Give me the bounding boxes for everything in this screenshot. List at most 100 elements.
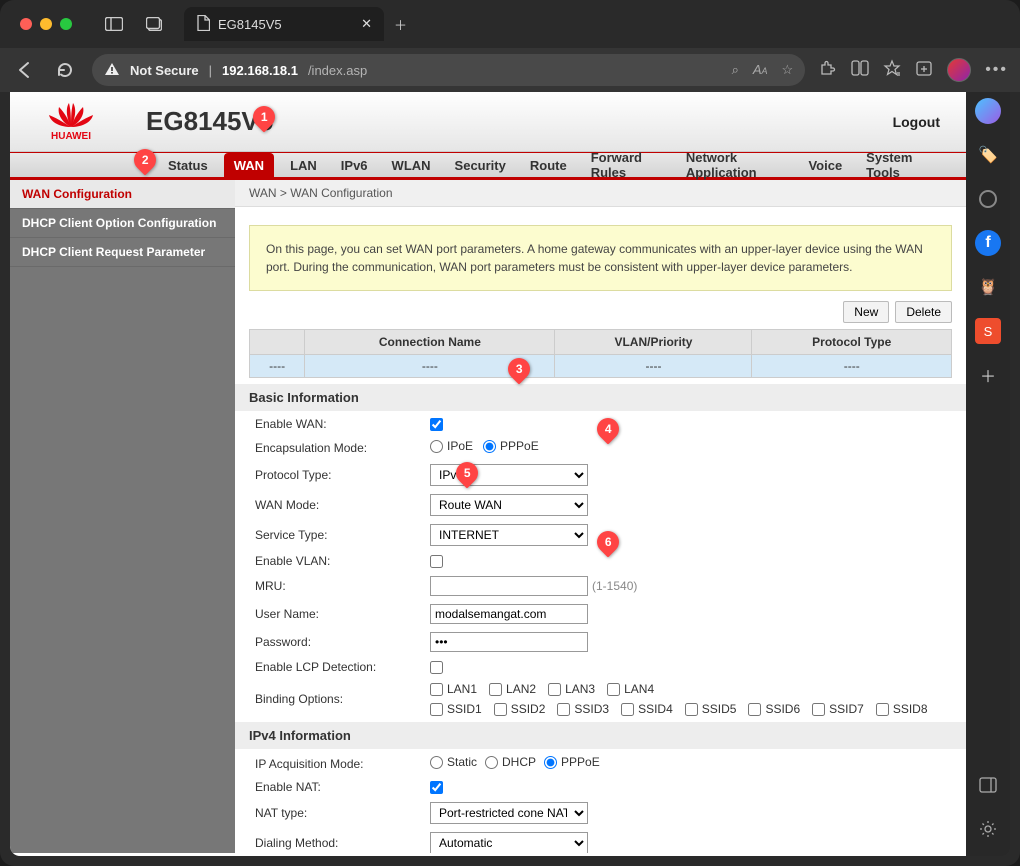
encap-pppoe-label: PPPoE — [500, 439, 539, 453]
bind-ssid-ssid1-checkbox[interactable] — [430, 703, 443, 716]
table-cell: ---- — [752, 355, 952, 378]
bind-ssid-ssid5[interactable]: SSID5 — [685, 702, 737, 716]
bind-ssid-ssid7-checkbox[interactable] — [812, 703, 825, 716]
dialing-select[interactable]: Automatic — [430, 832, 588, 853]
split-screen-icon[interactable] — [851, 60, 869, 81]
huawei-brand-text: HUAWEI — [51, 131, 91, 142]
ip-acq-static-radio[interactable] — [430, 756, 443, 769]
text-size-icon[interactable]: AA — [753, 62, 768, 78]
username-input[interactable] — [430, 604, 588, 624]
bind-ssid-ssid6[interactable]: SSID6 — [748, 702, 800, 716]
router-admin-page: HUAWEI EG8145V5 Logout StatusWANLANIPv6W… — [10, 92, 966, 856]
encap-ipoe-radio[interactable] — [430, 440, 443, 453]
bind-ssid-ssid8[interactable]: SSID8 — [876, 702, 928, 716]
mru-input[interactable] — [430, 576, 588, 596]
bind-lan-lan3-checkbox[interactable] — [548, 683, 561, 696]
ip-acq-dhcp-radio[interactable] — [485, 756, 498, 769]
enable-vlan-label: Enable VLAN: — [249, 550, 424, 572]
protocol-type-select[interactable]: IPv4 — [430, 464, 588, 486]
back-button[interactable] — [12, 61, 38, 79]
maximize-window-icon[interactable] — [60, 18, 72, 30]
close-window-icon[interactable] — [20, 18, 32, 30]
bind-lan-lan2-checkbox[interactable] — [489, 683, 502, 696]
delete-button[interactable]: Delete — [895, 301, 952, 323]
favorites-bar-icon[interactable] — [883, 59, 901, 82]
nav-item-forward-rules[interactable]: Forward Rules — [583, 146, 670, 184]
refresh-button[interactable] — [52, 61, 78, 79]
password-input[interactable] — [430, 632, 588, 652]
wan-mode-select[interactable]: Route WAN — [430, 494, 588, 516]
bind-ssid-ssid4[interactable]: SSID4 — [621, 702, 673, 716]
service-type-select[interactable]: INTERNET — [430, 524, 588, 546]
bind-ssid-ssid7[interactable]: SSID7 — [812, 702, 864, 716]
nav-item-lan[interactable]: LAN — [282, 154, 325, 177]
nat-type-select[interactable]: Port-restricted cone NAT — [430, 802, 588, 824]
nav-item-wan[interactable]: WAN — [224, 153, 274, 178]
settings-icon[interactable] — [975, 816, 1001, 842]
table-header: Protocol Type — [752, 330, 952, 355]
sidebar-toggle-icon[interactable] — [102, 12, 126, 36]
bind-ssid-ssid3[interactable]: SSID3 — [557, 702, 609, 716]
ip-acq-pppoe-radio[interactable] — [544, 756, 557, 769]
sidebar-collapse-icon[interactable] — [975, 772, 1001, 798]
more-menu-icon[interactable]: ••• — [985, 61, 1008, 79]
logout-link[interactable]: Logout — [893, 114, 940, 130]
nav-item-route[interactable]: Route — [522, 154, 575, 177]
enable-wan-checkbox[interactable] — [430, 418, 443, 431]
mru-label: MRU: — [249, 572, 424, 600]
nav-item-ipv6[interactable]: IPv6 — [333, 154, 376, 177]
tab-overview-icon[interactable] — [142, 12, 166, 36]
lcp-checkbox[interactable] — [430, 661, 443, 674]
enable-vlan-checkbox[interactable] — [430, 555, 443, 568]
bind-lan-lan3[interactable]: LAN3 — [548, 682, 595, 696]
bind-ssid-ssid5-checkbox[interactable] — [685, 703, 698, 716]
facebook-icon[interactable]: f — [975, 230, 1001, 256]
encap-pppoe-radio[interactable] — [483, 440, 496, 453]
enable-wan-label: Enable WAN: — [249, 413, 424, 435]
bind-ssid-ssid1[interactable]: SSID1 — [430, 702, 482, 716]
add-sidebar-icon[interactable]: ＋ — [975, 362, 1001, 388]
copilot-icon[interactable] — [975, 98, 1001, 124]
ip-acq-dhcp[interactable]: DHCP — [485, 755, 536, 769]
ip-acq-pppoe[interactable]: PPPoE — [544, 755, 600, 769]
bind-ssid-ssid3-checkbox[interactable] — [557, 703, 570, 716]
bind-lan-lan2[interactable]: LAN2 — [489, 682, 536, 696]
sidebar-item-dhcp-client-request-parameter[interactable]: DHCP Client Request Parameter — [10, 238, 235, 267]
bind-ssid-ssid8-checkbox[interactable] — [876, 703, 889, 716]
sidebar-item-wan-configuration[interactable]: WAN Configuration — [10, 180, 235, 209]
favorite-icon[interactable]: ☆ — [782, 62, 794, 78]
bind-lan-lan1[interactable]: LAN1 — [430, 682, 477, 696]
browser-tab[interactable]: EG8145V5 ✕ — [184, 7, 384, 41]
enable-nat-checkbox[interactable] — [430, 781, 443, 794]
bind-ssid-ssid4-checkbox[interactable] — [621, 703, 634, 716]
bind-ssid-ssid6-checkbox[interactable] — [748, 703, 761, 716]
traffic-lights — [20, 18, 72, 30]
profile-avatar[interactable] — [947, 58, 971, 82]
extensions-icon[interactable] — [819, 59, 837, 82]
bind-ssid-ssid2-checkbox[interactable] — [494, 703, 507, 716]
password-label: Password: — [249, 628, 424, 656]
bind-ssid-ssid2[interactable]: SSID2 — [494, 702, 546, 716]
new-tab-button[interactable]: ＋ — [394, 15, 407, 34]
shopping-icon[interactable]: S — [975, 318, 1001, 344]
sidebar-item-dhcp-client-option-configuration[interactable]: DHCP Client Option Configuration — [10, 209, 235, 238]
bind-lan-lan4[interactable]: LAN4 — [607, 682, 654, 696]
close-tab-icon[interactable]: ✕ — [361, 16, 372, 32]
collections-icon[interactable] — [915, 59, 933, 82]
office-icon[interactable] — [975, 186, 1001, 212]
nav-item-wlan[interactable]: WLAN — [384, 154, 439, 177]
nav-item-security[interactable]: Security — [447, 154, 514, 177]
url-field[interactable]: Not Secure | 192.168.18.1/index.asp ⌕ AA… — [92, 54, 805, 86]
nav-item-network-application[interactable]: Network Application — [678, 146, 793, 184]
nav-item-system-tools[interactable]: System Tools — [858, 146, 940, 184]
nav-item-voice[interactable]: Voice — [800, 154, 850, 177]
reading-mode-icon[interactable]: ⌕ — [732, 62, 739, 78]
tag-icon[interactable]: 🏷️ — [975, 142, 1001, 168]
ip-acq-static[interactable]: Static — [430, 755, 477, 769]
nav-item-status[interactable]: Status — [160, 154, 216, 177]
new-button[interactable]: New — [843, 301, 889, 323]
bind-lan-lan4-checkbox[interactable] — [607, 683, 620, 696]
bind-lan-lan1-checkbox[interactable] — [430, 683, 443, 696]
owl-icon[interactable]: 🦉 — [975, 274, 1001, 300]
minimize-window-icon[interactable] — [40, 18, 52, 30]
